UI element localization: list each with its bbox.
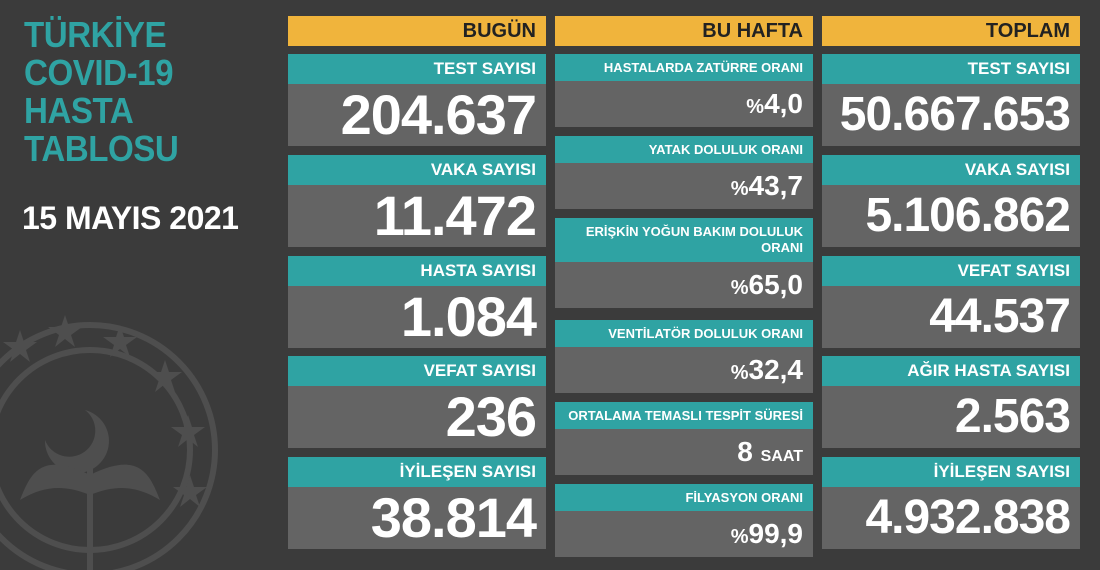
- card-label: TEST SAYISI: [822, 54, 1080, 84]
- value-prefix: %: [746, 96, 765, 118]
- value-number: 32,4: [748, 354, 804, 385]
- card-value: 50.667.653: [822, 84, 1080, 146]
- today-test-card: TEST SAYISI 204.637: [288, 54, 546, 146]
- week-header: BU HAFTA: [555, 16, 813, 46]
- total-case-card: VAKA SAYISI 5.106.862: [822, 155, 1080, 247]
- total-column: TOPLAM TEST SAYISI 50.667.653 VAKA SAYIS…: [822, 16, 1080, 549]
- title-line: HASTA: [24, 90, 134, 131]
- card-value: 38.814: [288, 487, 546, 549]
- total-test-card: TEST SAYISI 50.667.653: [822, 54, 1080, 146]
- pneumonia-rate-card: HASTALARDA ZATÜRRE ORANI %4,0: [555, 54, 813, 127]
- contact-tracing-time-card: ORTALAMA TEMASLI TESPİT SÜRESİ 8 SAAT: [555, 402, 813, 475]
- card-value: %99,9: [555, 511, 813, 557]
- value-number: 8: [737, 436, 753, 467]
- total-critical-card: AĞIR HASTA SAYISI 2.563: [822, 356, 1080, 448]
- ventilator-occupancy-card: VENTİLATÖR DOLULUK ORANI %32,4: [555, 320, 813, 393]
- value-number: 43,7: [748, 170, 804, 201]
- report-date: 15 MAYIS 2021: [22, 200, 239, 236]
- card-label: İYİLEŞEN SAYISI: [288, 457, 546, 487]
- bed-occupancy-card: YATAK DOLULUK ORANI %43,7: [555, 136, 813, 209]
- today-column: BUGÜN TEST SAYISI 204.637 VAKA SAYISI 11…: [288, 16, 546, 549]
- card-label: HASTALARDA ZATÜRRE ORANI: [555, 54, 813, 81]
- card-label: TEST SAYISI: [288, 54, 546, 84]
- today-header: BUGÜN: [288, 16, 546, 46]
- total-death-card: VEFAT SAYISI 44.537: [822, 256, 1080, 348]
- card-label: ERİŞKİN YOĞUN BAKIM DOLULUK ORANI: [555, 218, 813, 262]
- card-value: %65,0: [555, 262, 813, 308]
- value-unit: SAAT: [760, 448, 803, 465]
- filiation-rate-card: FİLYASYON ORANI %99,9: [555, 484, 813, 557]
- card-value: %43,7: [555, 163, 813, 209]
- card-label: VEFAT SAYISI: [288, 356, 546, 386]
- card-label: VAKA SAYISI: [288, 155, 546, 185]
- card-value: %4,0: [555, 81, 813, 127]
- card-value: 204.637: [288, 84, 546, 146]
- card-value: 8 SAAT: [555, 429, 813, 475]
- value-number: 99,9: [748, 518, 804, 549]
- card-value: 2.563: [822, 386, 1080, 448]
- card-label: VENTİLATÖR DOLULUK ORANI: [555, 320, 813, 347]
- card-label: FİLYASYON ORANI: [555, 484, 813, 511]
- value-number: 65,0: [748, 269, 804, 300]
- card-label: ORTALAMA TEMASLI TESPİT SÜRESİ: [555, 402, 813, 429]
- value-number: 4,0: [764, 88, 803, 119]
- week-column: BU HAFTA HASTALARDA ZATÜRRE ORANI %4,0 Y…: [555, 16, 813, 557]
- card-label: VEFAT SAYISI: [822, 256, 1080, 286]
- today-patient-card: HASTA SAYISI 1.084: [288, 256, 546, 348]
- total-recovered-card: İYİLEŞEN SAYISI 4.932.838: [822, 457, 1080, 549]
- total-header: TOPLAM: [822, 16, 1080, 46]
- card-label: İYİLEŞEN SAYISI: [822, 457, 1080, 487]
- card-label: YATAK DOLULUK ORANI: [555, 136, 813, 163]
- card-value: 5.106.862: [822, 185, 1080, 247]
- value-prefix: %: [730, 362, 749, 384]
- card-value: 11.472: [288, 185, 546, 247]
- today-recovered-card: İYİLEŞEN SAYISI 38.814: [288, 457, 546, 549]
- card-value: 1.084: [288, 286, 546, 348]
- card-value: 236: [288, 386, 546, 448]
- title-line: COVID-19: [24, 52, 174, 93]
- card-value: 44.537: [822, 286, 1080, 348]
- title-line: TÜRKİYE: [24, 14, 167, 55]
- card-label: AĞIR HASTA SAYISI: [822, 356, 1080, 386]
- card-value: 4.932.838: [822, 487, 1080, 549]
- value-prefix: %: [730, 526, 749, 548]
- today-death-card: VEFAT SAYISI 236: [288, 356, 546, 448]
- icu-occupancy-card: ERİŞKİN YOĞUN BAKIM DOLULUK ORANI %65,0: [555, 218, 813, 308]
- value-prefix: %: [730, 277, 749, 299]
- card-label: HASTA SAYISI: [288, 256, 546, 286]
- card-value: %32,4: [555, 347, 813, 393]
- card-label: VAKA SAYISI: [822, 155, 1080, 185]
- today-case-card: VAKA SAYISI 11.472: [288, 155, 546, 247]
- value-prefix: %: [730, 178, 749, 200]
- dashboard-title: TÜRKİYE COVID-19 HASTA TABLOSU: [24, 16, 192, 168]
- ministry-of-health-emblem: [0, 315, 218, 570]
- title-line: TABLOSU: [24, 128, 179, 169]
